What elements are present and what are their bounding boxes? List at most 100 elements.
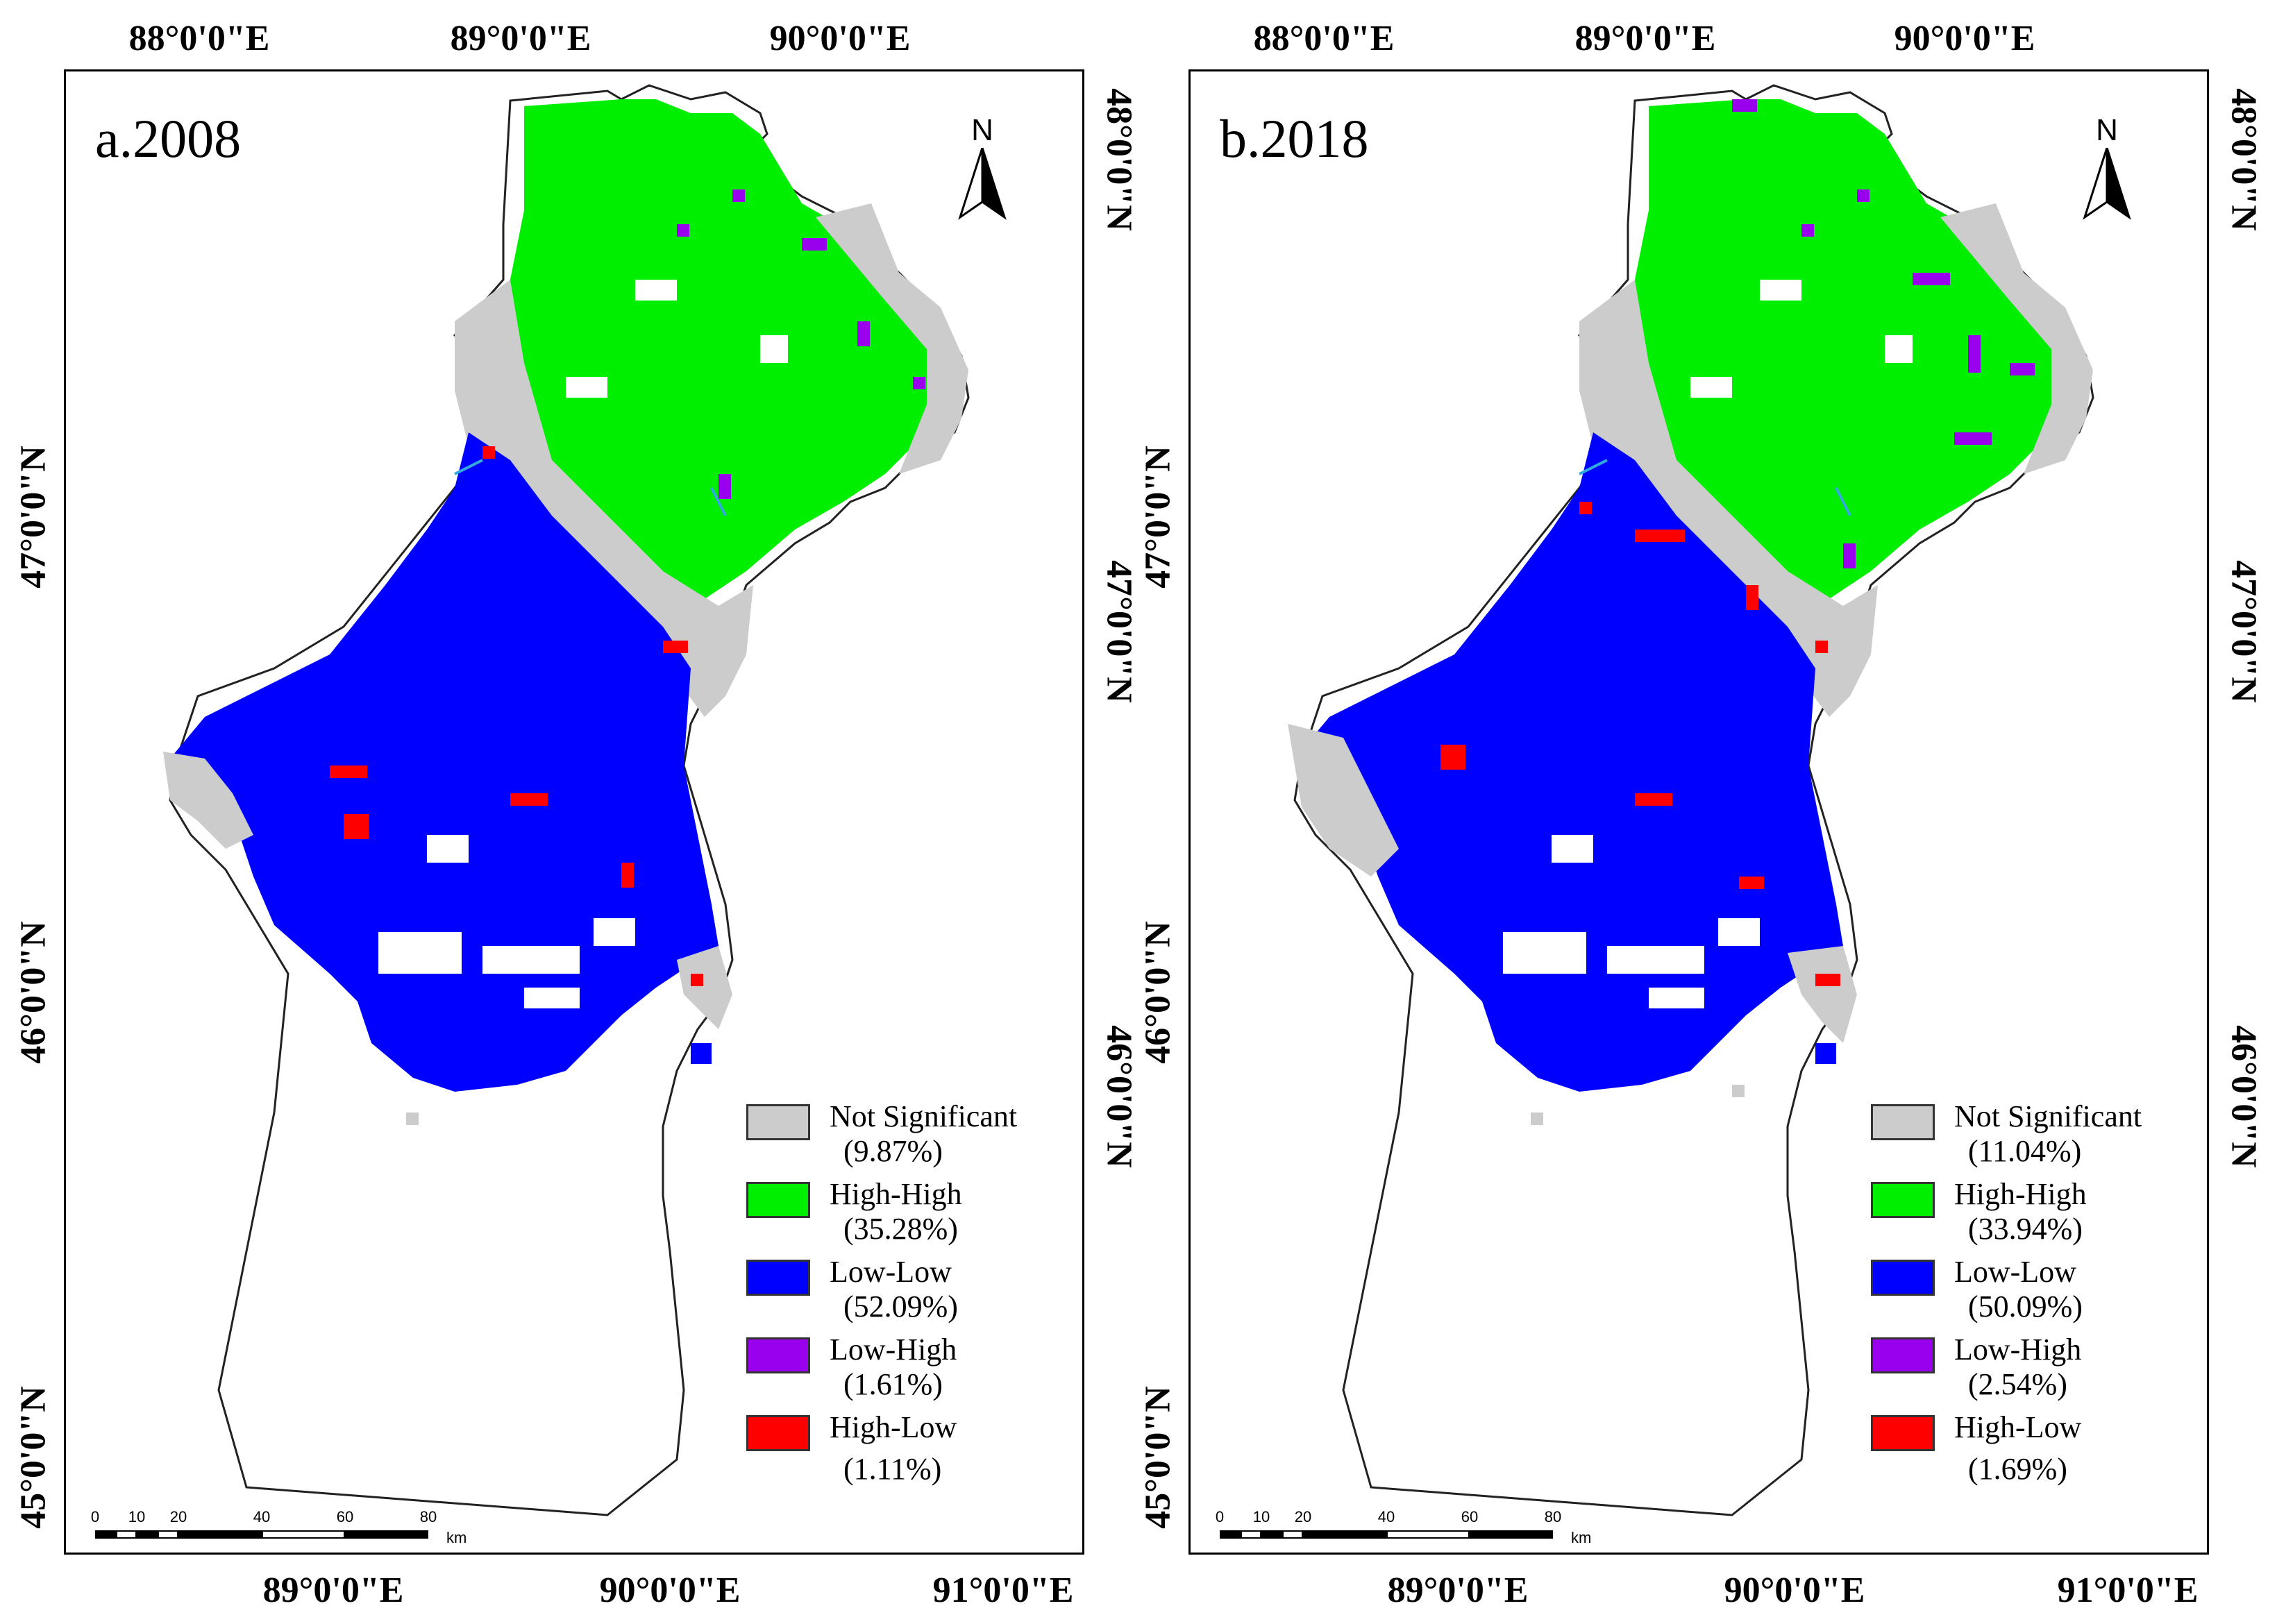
cluster-high-low: [1440, 745, 1465, 770]
cluster-white-gap: [1607, 946, 1704, 974]
scale-tick: 60: [336, 1508, 354, 1525]
scale-tick: 60: [1461, 1508, 1479, 1525]
legend-label: Low-High: [1954, 1333, 2082, 1367]
legend: Not Significant (9.87%) High-High (35.28…: [746, 1099, 1066, 1487]
cluster-not-significant: [455, 280, 753, 717]
north-arrow: N: [2079, 113, 2135, 228]
scale-segment: [262, 1530, 345, 1539]
bottom-lon-label: 90°0'0"E: [599, 1571, 741, 1610]
cluster-high-low: [1746, 585, 1758, 610]
top-lon-label: 88°0'0"E: [1253, 19, 1395, 58]
cluster-white-gap: [1649, 988, 1704, 1008]
cluster-white-gap: [1885, 335, 1913, 363]
bottom-lon-label: 89°0'0"E: [1387, 1571, 1529, 1610]
legend-percent: (35.28%): [843, 1212, 958, 1246]
bottom-lon-label: 91°0'0"E: [2057, 1571, 2199, 1610]
cluster-white-gap: [1503, 932, 1586, 974]
cluster-high-low: [1635, 530, 1685, 542]
left-lat-label: 47°0'0"N: [1138, 446, 1178, 589]
legend-item-low-high: Low-High (1.61%): [746, 1332, 1066, 1410]
bottom-lon-label: 89°0'0"E: [262, 1571, 404, 1610]
cluster-low-low: [691, 1043, 712, 1064]
north-label: N: [2096, 113, 2118, 147]
cluster-white-gap: [1760, 280, 1801, 301]
legend-swatch: [1871, 1182, 1935, 1218]
cluster-white-gap: [594, 918, 635, 946]
lisa-cluster-map: [1288, 84, 2094, 1516]
cluster-white-gap: [482, 946, 580, 974]
legend-percent: (1.11%): [843, 1452, 942, 1486]
cluster-low-high: [1843, 543, 1856, 568]
right-lat-label: 48°0'0"N: [2224, 88, 2264, 231]
cluster-low-high: [1968, 335, 1981, 373]
cluster-not-significant: [1732, 1085, 1745, 1097]
cluster-low-high: [857, 321, 870, 346]
legend: Not Significant (11.04%) High-High (33.9…: [1871, 1099, 2190, 1487]
cluster-high-low: [344, 814, 369, 839]
map-panel-2008: a.2008 N Not Significant (9.87%) High-Hi…: [64, 69, 1084, 1555]
scale-segment: [95, 1530, 116, 1539]
right-lat-label: 47°0'0"N: [1099, 560, 1139, 703]
cluster-low-high: [2010, 363, 2035, 375]
legend-item-not-significant: Not Significant (11.04%): [1871, 1099, 2190, 1176]
cluster-cells: [1288, 99, 2093, 1125]
left-lat-label: 45°0'0"N: [1138, 1386, 1178, 1529]
cluster-cells: [163, 99, 968, 1125]
legend-item-high-high: High-High (33.94%): [1871, 1176, 2190, 1254]
cluster-white-gap: [760, 335, 788, 363]
scale-tick: 0: [1215, 1508, 1225, 1525]
top-lon-label: 90°0'0"E: [769, 19, 911, 58]
scale-unit: km: [446, 1529, 467, 1546]
top-lon-label: 89°0'0"E: [1574, 19, 1716, 58]
bottom-lon-label: 91°0'0"E: [932, 1571, 1074, 1610]
cluster-white-gap: [1552, 835, 1593, 863]
cluster-high-low: [510, 793, 548, 806]
scale-segment: [1282, 1530, 1303, 1539]
cluster-not-significant: [1788, 946, 1857, 1043]
cluster-low-high: [719, 474, 731, 499]
scale-segment: [1303, 1530, 1386, 1539]
scale-segment: [345, 1530, 428, 1539]
scale-tick: 80: [419, 1508, 437, 1525]
north-arrow: N: [955, 113, 1010, 228]
cluster-not-significant: [1940, 203, 2093, 474]
cluster-white-gap: [427, 835, 469, 863]
scale-segment: [1241, 1530, 1261, 1539]
scale-tick: 40: [253, 1508, 271, 1525]
legend-label: High-High: [830, 1177, 962, 1211]
legend-item-not-significant: Not Significant (9.87%): [746, 1099, 1066, 1176]
cluster-white-gap: [378, 932, 462, 974]
cluster-not-significant: [163, 752, 253, 849]
cluster-not-significant: [1579, 280, 1878, 717]
legend-swatch: [746, 1182, 810, 1218]
legend-item-low-low: Low-Low (52.09%): [746, 1254, 1066, 1332]
cluster-low-high: [802, 238, 827, 251]
legend-percent: (2.54%): [1968, 1367, 2067, 1401]
right-lat-label: 46°0'0"N: [2224, 1025, 2264, 1168]
legend-swatch: [1871, 1415, 1935, 1451]
cluster-low-low: [170, 432, 719, 1092]
scale-tick: 20: [1294, 1508, 1312, 1525]
scale-bar: 0 10 20 40 60 80 km: [1215, 1508, 1591, 1550]
river: [1579, 459, 1851, 516]
cluster-not-significant: [816, 203, 968, 474]
left-lat-label: 46°0'0"N: [1138, 921, 1178, 1064]
cluster-not-significant: [1288, 724, 1399, 877]
legend-percent: (9.87%): [843, 1134, 943, 1168]
left-lat-label: 46°0'0"N: [13, 921, 53, 1064]
scale-tick: 0: [90, 1508, 100, 1525]
legend-swatch: [1871, 1337, 1935, 1373]
left-lat-label: 47°0'0"N: [13, 446, 53, 589]
scale-bar: 0 10 20 40 60 80 km: [90, 1508, 467, 1550]
legend-swatch: [746, 1337, 810, 1373]
scale-tick: 10: [128, 1508, 146, 1525]
cluster-low-high: [1913, 273, 1950, 285]
cluster-high-low: [1635, 793, 1672, 806]
legend-label: Not Significant: [1954, 1099, 2142, 1133]
cluster-low-high: [1857, 189, 1870, 202]
cluster-low-low: [1295, 432, 1843, 1092]
cluster-white-gap: [635, 280, 677, 301]
scale-tick: 10: [1252, 1508, 1270, 1525]
legend-item-high-low: High-Low (1.11%): [746, 1410, 1066, 1487]
cluster-low-low: [1815, 1043, 1836, 1064]
